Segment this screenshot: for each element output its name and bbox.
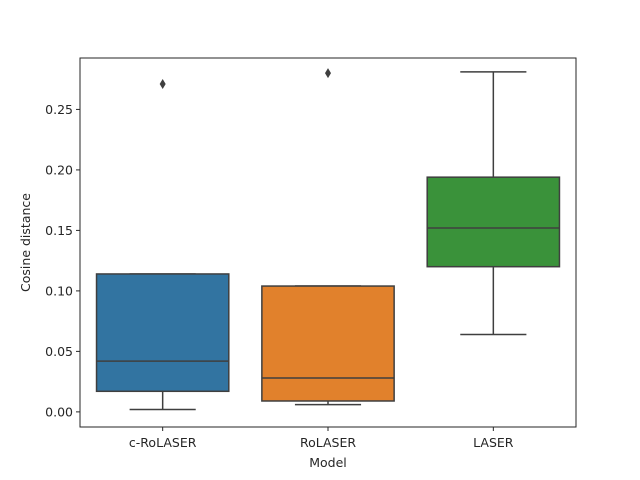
box-iqr (426, 176, 561, 268)
y-tick-label: 0.05 (45, 344, 73, 359)
box-group (426, 71, 561, 336)
boxes-layer (95, 68, 561, 411)
y-tick-label: 0.00 (45, 404, 73, 419)
y-axis: 0.00 0.05 0.10 0.15 0.20 0.25 (45, 102, 80, 419)
y-tick-label: 0.20 (45, 162, 73, 177)
x-axis: c-RoLASER RoLASER LASER (129, 427, 514, 450)
y-axis-label: Cosine distance (18, 193, 33, 292)
outlier-point (159, 79, 166, 90)
x-tick-label: LASER (473, 435, 514, 450)
box-iqr (261, 285, 395, 402)
box-iqr (95, 273, 230, 393)
box-group (95, 79, 230, 411)
y-tick-label: 0.10 (45, 283, 73, 298)
x-tick-label: c-RoLASER (129, 435, 197, 450)
x-axis-label: Model (309, 455, 347, 470)
y-tick-label: 0.15 (45, 223, 73, 238)
y-tick-label: 0.25 (45, 102, 73, 117)
x-tick-label: RoLASER (300, 435, 356, 450)
box-group (261, 68, 395, 406)
outlier-point (325, 68, 331, 79)
